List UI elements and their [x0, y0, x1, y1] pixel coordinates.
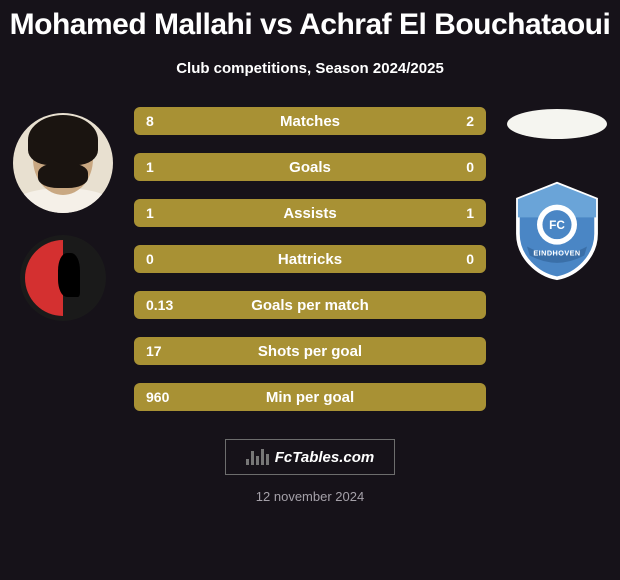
svg-text:EINDHOVEN: EINDHOVEN: [533, 249, 580, 258]
stat-left-value: 8: [146, 113, 154, 129]
player-left-avatar: [13, 113, 113, 213]
page-title: Mohamed Mallahi vs Achraf El Bouchataoui: [0, 0, 620, 42]
stat-right-value: 0: [466, 159, 474, 175]
brand-box[interactable]: FcTables.com: [225, 439, 395, 475]
stat-label: Min per goal: [134, 389, 486, 406]
stat-label: Goals per match: [134, 297, 486, 314]
stat-row: 1 Assists 1: [134, 199, 486, 227]
stat-right-value: 2: [466, 113, 474, 129]
club-right-badge: FC EINDHOVEN: [507, 181, 607, 291]
bar-chart-icon: [246, 449, 269, 465]
stat-right-value: 1: [466, 205, 474, 221]
stat-left-value: 1: [146, 159, 154, 175]
shield-icon: FC EINDHOVEN: [507, 181, 607, 281]
content-row: 8 Matches 2 1 Goals 0 1 Assists 1 0 Hatt…: [0, 113, 620, 411]
footer-date: 12 november 2024: [0, 489, 620, 504]
stat-left-value: 960: [146, 389, 169, 405]
player-right-flag: [507, 109, 607, 139]
page-subtitle: Club competitions, Season 2024/2025: [0, 60, 620, 77]
stat-label: Hattricks: [134, 251, 486, 268]
stat-left-value: 0.13: [146, 297, 173, 313]
brand-text: FcTables.com: [275, 449, 374, 466]
right-column: FC EINDHOVEN: [502, 113, 612, 411]
stat-row: 960 Min per goal: [134, 383, 486, 411]
stat-label: Goals: [134, 159, 486, 176]
stat-row: 0 Hattricks 0: [134, 245, 486, 273]
stat-label: Shots per goal: [134, 343, 486, 360]
stat-row: 1 Goals 0: [134, 153, 486, 181]
stat-row: 8 Matches 2: [134, 107, 486, 135]
stat-label: Assists: [134, 205, 486, 222]
svg-text:FC: FC: [549, 218, 565, 232]
stat-right-value: 0: [466, 251, 474, 267]
stat-row: 17 Shots per goal: [134, 337, 486, 365]
stat-bars: 8 Matches 2 1 Goals 0 1 Assists 1 0 Hatt…: [118, 107, 502, 411]
stat-left-value: 0: [146, 251, 154, 267]
stat-label: Matches: [134, 113, 486, 130]
stat-left-value: 17: [146, 343, 162, 359]
stat-row: 0.13 Goals per match: [134, 291, 486, 319]
comparison-card: Mohamed Mallahi vs Achraf El Bouchataoui…: [0, 0, 620, 580]
stat-left-value: 1: [146, 205, 154, 221]
left-column: [8, 113, 118, 411]
club-left-badge: [20, 235, 106, 321]
